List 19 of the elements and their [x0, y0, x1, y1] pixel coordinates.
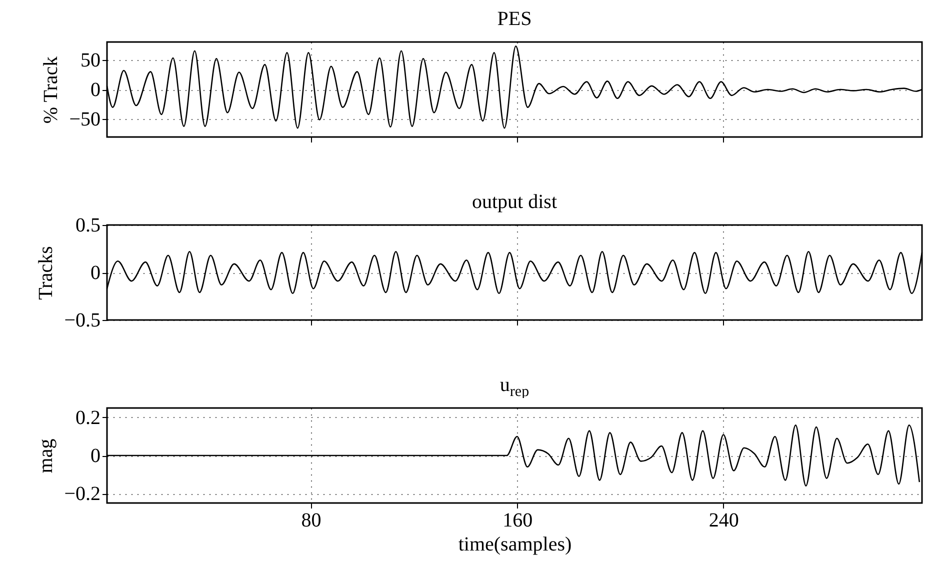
y-tick-label: −0.5	[64, 310, 100, 332]
x-tick-label: 240	[708, 510, 739, 532]
y-tick-label: 0	[90, 262, 100, 284]
y-tick-label: 50	[80, 49, 100, 72]
chart-title: PES	[496, 8, 533, 31]
y-tick-label: 0.5	[76, 214, 100, 236]
y-tick-label: −0.2	[64, 483, 100, 505]
y-tick-label: 0.2	[76, 407, 100, 429]
y-tick-label: −50	[69, 108, 100, 131]
x-tick-label: 160	[502, 510, 533, 532]
chart-title: u$_{rep}$	[498, 374, 530, 401]
y-tick-label: 0	[90, 79, 100, 101]
chart-title: output dist	[470, 191, 558, 214]
x-axis-title: time(samples)	[458, 534, 572, 556]
x-tick-label: 80	[301, 510, 322, 532]
y-axis-title: % Track	[40, 56, 62, 124]
y-axis-title: Tracks	[35, 246, 58, 300]
y-tick-label: 0	[90, 445, 100, 467]
y-axis-title: mag	[35, 438, 58, 474]
